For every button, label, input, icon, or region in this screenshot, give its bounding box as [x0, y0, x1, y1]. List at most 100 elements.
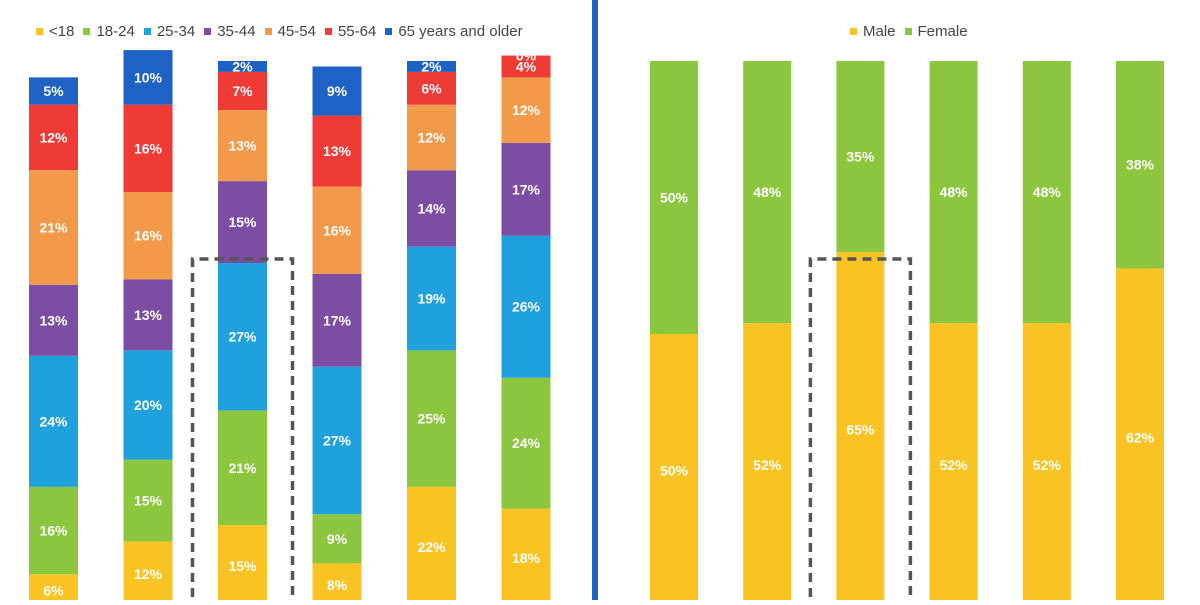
- gender-bar-3-female: [836, 61, 885, 253]
- age-label-5-65-years-and-older: 2%: [421, 58, 442, 74]
- age-bar-2-65-years-and-older: [123, 50, 173, 105]
- age-bar-4-18-24: [312, 514, 362, 564]
- legend-item-18-24: 18-24: [83, 22, 135, 40]
- gender-bar-5-female: [1022, 61, 1071, 324]
- age-bar-2-35-44: [123, 279, 173, 351]
- age-bar-6-18-24: [501, 377, 551, 509]
- age-label-4-65-years-and-older: 9%: [327, 83, 348, 99]
- age-bar-3-65-years-and-older: [218, 61, 267, 72]
- legend-item-55-64: 55-64: [324, 22, 377, 40]
- age-chart-panel: <18 18-24 25-34 35-44 45-54 55-64 65 years and…: [0, 0, 592, 605]
- gender-label-6-male: 62%: [1126, 430, 1155, 446]
- legend-swatch: [36, 27, 43, 35]
- gender-label-2-male: 52%: [753, 457, 782, 473]
- age-label-4-25-34: 27%: [323, 432, 352, 448]
- age-label-4-45-54: 16%: [323, 222, 352, 238]
- age-bar-5-65-years-and-older: [407, 61, 456, 72]
- legend-swatch: [264, 27, 272, 35]
- legend-label: 55-64: [337, 22, 377, 40]
- legend-swatch: [850, 27, 857, 35]
- age-label-5-18: 22%: [417, 539, 446, 555]
- gender-label-6-female: 38%: [1126, 157, 1155, 173]
- age-label-3-18-24: 21%: [228, 460, 257, 476]
- legend-item-65-years-and-older: 65 years and older: [385, 22, 523, 40]
- gender-bar-1-male: [650, 334, 698, 605]
- age-label-6-55-64: 4%: [516, 58, 537, 74]
- age-bar-1-25-34: [29, 355, 78, 487]
- age-label-1-25-34: 24%: [39, 413, 68, 429]
- age-label-5-18-24: 25%: [417, 411, 446, 427]
- age-bar-3-25-34: [218, 263, 267, 411]
- gender-chart: 50% 50% 52% 48% 65% 35% 52% 48% 52% 48% 62% 38%: [650, 61, 1164, 605]
- gender-label-1-female: 50%: [660, 190, 689, 206]
- age-bar-5-18-24: [407, 350, 456, 487]
- gender-bar-6-male: [1116, 268, 1164, 605]
- age-bar-4-35-44: [312, 273, 362, 367]
- age-bar-4-25-34: [312, 366, 362, 515]
- age-label-2-65-years-and-older: 10%: [134, 69, 163, 85]
- gender-bar-4-female: [929, 61, 978, 324]
- legend-item-35-44: 35-44: [204, 23, 256, 40]
- age-label-3-18: 15%: [228, 558, 257, 574]
- age-label-5-45-54: 12%: [417, 129, 446, 145]
- legend-item-male: Male: [850, 23, 896, 40]
- age-label-4-18-24: 9%: [327, 531, 348, 547]
- gender-bar-5-male: [1022, 323, 1071, 605]
- legend-swatch: [204, 27, 212, 35]
- age-label-6-25-34: 26%: [512, 299, 541, 315]
- gender-bar-3-male: [836, 252, 885, 605]
- age-bar-3-18: [218, 525, 267, 605]
- age-label-6-18-24: 24%: [512, 435, 541, 451]
- legend-label: <18: [49, 22, 75, 40]
- gender-label-2-female: 48%: [753, 184, 782, 200]
- age-label-4-35-44: 17%: [323, 312, 352, 328]
- age-label-6-65-years-and-older: 0%: [516, 48, 537, 64]
- legend-label: 25-34: [156, 22, 196, 40]
- age-label-3-35-44: 15%: [228, 214, 257, 230]
- age-bar-5-18: [407, 486, 456, 605]
- age-bar-6-35-44: [501, 142, 551, 236]
- gender-chart-panel: Male Female 50% 50% 52% 48% 65% 35% 52% 48% 52% 48…: [600, 0, 1200, 605]
- gender-bar-2-male: [743, 323, 792, 605]
- legend-label: 65 years and older: [398, 22, 523, 40]
- legend-label: Male: [863, 22, 896, 40]
- age-bar-4-18: [312, 563, 362, 605]
- age-bar-3-45-54: [218, 110, 267, 182]
- gender-bar-6-female: [1116, 61, 1164, 269]
- age-bar-2-45-54: [123, 192, 173, 280]
- legend-item-45-54: 45-54: [264, 23, 316, 40]
- age-bar-1-35-44: [29, 284, 78, 356]
- age-legend: <18 18-24 25-34 35-44 45-54 55-64 65 years and…: [36, 21, 523, 41]
- age-label-2-55-64: 16%: [134, 140, 163, 156]
- age-bar-6-25-34: [501, 235, 551, 378]
- age-bar-1-65-years-and-older: [29, 77, 78, 105]
- legend-label: Female: [917, 22, 968, 40]
- panel-divider: [592, 0, 598, 600]
- age-bar-3-35-44: [218, 181, 267, 264]
- age-bar-6-18: [501, 508, 551, 605]
- age-bar-2-18-24: [123, 459, 173, 542]
- gender-label-5-female: 48%: [1033, 184, 1062, 200]
- age-label-3-45-54: 13%: [228, 138, 257, 154]
- age-bar-6-45-54: [501, 77, 551, 143]
- legend-swatch: [143, 27, 151, 35]
- age-bar-1-18-24: [29, 486, 78, 575]
- age-bar-6-55-64: [501, 55, 551, 78]
- age-bar-4-65-years-and-older: [312, 66, 362, 116]
- age-label-3-55-64: 7%: [232, 83, 253, 99]
- age-label-1-65-years-and-older: 5%: [43, 83, 64, 99]
- age-bar-2-55-64: [123, 104, 173, 193]
- gender-label-4-male: 52%: [940, 457, 969, 473]
- gender-bar-4-male: [929, 323, 978, 605]
- age-bar-5-35-44: [407, 170, 456, 247]
- gender-bar-1-female: [650, 61, 698, 334]
- age-label-5-35-44: 14%: [417, 200, 446, 216]
- age-bar-1-45-54: [29, 170, 78, 285]
- legend-item-25-34: 25-34: [143, 22, 196, 40]
- legend-label: 18-24: [96, 22, 135, 40]
- age-chart: 6% 16% 24% 13% 21% 12% 5% 12% 15% 20% 13% 16% 16% 10%…: [29, 48, 551, 605]
- legend-swatch: [904, 27, 912, 35]
- gender-label-4-female: 48%: [940, 184, 969, 200]
- legend-swatch: [385, 27, 393, 35]
- age-label-6-18: 18%: [512, 550, 541, 566]
